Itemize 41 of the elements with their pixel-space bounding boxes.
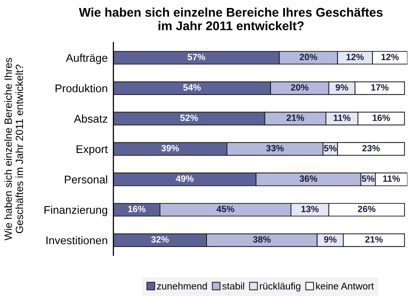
data-label: 17% bbox=[371, 84, 389, 91]
data-label: 45% bbox=[216, 206, 234, 212]
data-label: 13% bbox=[301, 206, 319, 212]
data-label: 54% bbox=[183, 84, 201, 91]
legend-label: rückläufig bbox=[260, 282, 300, 292]
y-tick-label: Export bbox=[76, 145, 108, 156]
data-label: 33% bbox=[266, 144, 284, 152]
data-label: 57% bbox=[188, 54, 206, 60]
legend-label: stabil bbox=[222, 282, 244, 290]
data-label: 20% bbox=[290, 84, 308, 91]
data-label: 32% bbox=[151, 236, 169, 243]
y-tick-label: Produktion bbox=[56, 84, 108, 92]
data-label: 5% bbox=[324, 145, 337, 152]
y-tick-label: Aufträge bbox=[66, 54, 108, 64]
data-label: 9% bbox=[336, 84, 348, 91]
y-tick-label: Finanzierung bbox=[44, 206, 108, 216]
data-label: 20% bbox=[300, 54, 318, 60]
y-tick-label: Investitionen bbox=[46, 236, 108, 244]
data-label: 39% bbox=[161, 144, 179, 152]
data-label: 11% bbox=[334, 114, 350, 121]
data-label: 9% bbox=[324, 236, 337, 243]
data-label: 12% bbox=[381, 54, 399, 60]
y-tick-label: Absatz bbox=[74, 114, 108, 123]
data-label: 11% bbox=[383, 175, 400, 182]
y-tick-label: Personal bbox=[64, 175, 108, 184]
data-label: 21% bbox=[286, 114, 304, 121]
y-axis-title: Wie haben sich einzelne Bereiche Ihres Geschäftes im Jahr 2011 entwickelt? bbox=[4, 58, 24, 240]
data-label: 16% bbox=[372, 114, 390, 121]
data-label: 38% bbox=[253, 236, 271, 243]
legend-label: zunehmend bbox=[157, 282, 207, 290]
data-label: 26% bbox=[358, 206, 376, 212]
data-label: 49% bbox=[176, 175, 194, 182]
data-label: 12% bbox=[346, 54, 364, 60]
chart-title: Wie haben sich einzelne Bereiche Ihres Geschäftes im Jahr 2011 entwickelt? bbox=[78, 8, 383, 30]
data-label: 52% bbox=[180, 114, 198, 121]
data-label: 36% bbox=[300, 175, 318, 182]
data-label: 5% bbox=[362, 175, 374, 182]
data-label: 16% bbox=[128, 206, 146, 212]
data-label: 21% bbox=[365, 236, 383, 243]
legend-label: keine Antwort bbox=[316, 282, 374, 290]
data-label: 23% bbox=[362, 144, 380, 152]
